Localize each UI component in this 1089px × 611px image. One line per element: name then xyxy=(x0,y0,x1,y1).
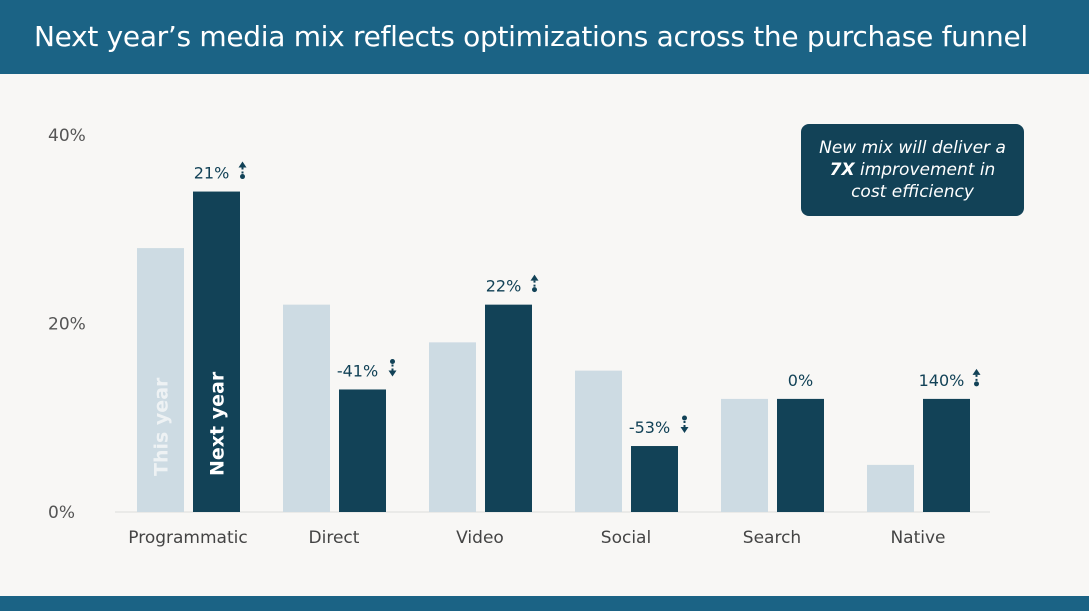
bar-this-year xyxy=(429,342,476,512)
x-tick-label: Video xyxy=(456,528,504,548)
bar-this-year xyxy=(867,464,914,512)
change-label: 140% xyxy=(919,371,965,390)
arrow-dot xyxy=(532,287,537,293)
bar-next-year xyxy=(339,389,386,512)
bar-this-year xyxy=(283,304,330,512)
bar-this-year xyxy=(575,370,622,512)
x-tick-label: Native xyxy=(890,528,945,548)
change-label: 0% xyxy=(788,371,813,390)
arrow-dot xyxy=(240,174,245,180)
arrow-dot xyxy=(390,358,395,364)
arrow-up-icon xyxy=(972,368,981,375)
change-label: 22% xyxy=(486,277,522,296)
arrow-down-icon xyxy=(388,370,397,377)
callout-bold: 7X xyxy=(829,160,855,180)
change-label: -53% xyxy=(629,418,670,437)
change-label: -41% xyxy=(337,361,378,380)
bar-next-year xyxy=(923,398,970,512)
legend-this-year: This year xyxy=(151,377,173,476)
bar-next-year xyxy=(777,398,824,512)
arrow-down-icon xyxy=(680,427,689,434)
footer-bar xyxy=(0,596,1089,611)
page-title: Next year’s media mix reflects optimizat… xyxy=(34,20,1028,53)
callout-box: New mix will deliver a 7X improvement in… xyxy=(801,124,1024,216)
x-tick-label: Social xyxy=(601,528,651,548)
arrow-up-icon xyxy=(238,161,247,168)
x-tick-label: Programmatic xyxy=(128,528,247,548)
bar-this-year xyxy=(721,398,768,512)
callout-line-2: 7X improvement in xyxy=(801,159,1024,181)
bar-next-year xyxy=(485,304,532,512)
bar-next-year xyxy=(631,446,678,512)
callout-line-3: cost efficiency xyxy=(851,182,974,202)
callout-line-2-text: improvement in xyxy=(859,160,996,180)
bar-next-year xyxy=(193,191,240,513)
y-tick-label: 0% xyxy=(48,503,75,523)
y-tick-label: 40% xyxy=(48,126,86,146)
bar-this-year xyxy=(137,248,184,512)
change-label: 21% xyxy=(194,164,230,183)
arrow-up-icon xyxy=(530,274,539,281)
callout-line-1: New mix will deliver a xyxy=(819,138,1006,158)
header-bar: Next year’s media mix reflects optimizat… xyxy=(0,0,1089,74)
arrow-dot xyxy=(682,415,687,421)
y-tick-label: 20% xyxy=(48,315,86,335)
legend-next-year: Next year xyxy=(207,371,229,476)
x-tick-label: Search xyxy=(743,528,801,548)
arrow-dot xyxy=(974,381,979,387)
x-tick-label: Direct xyxy=(309,528,360,548)
